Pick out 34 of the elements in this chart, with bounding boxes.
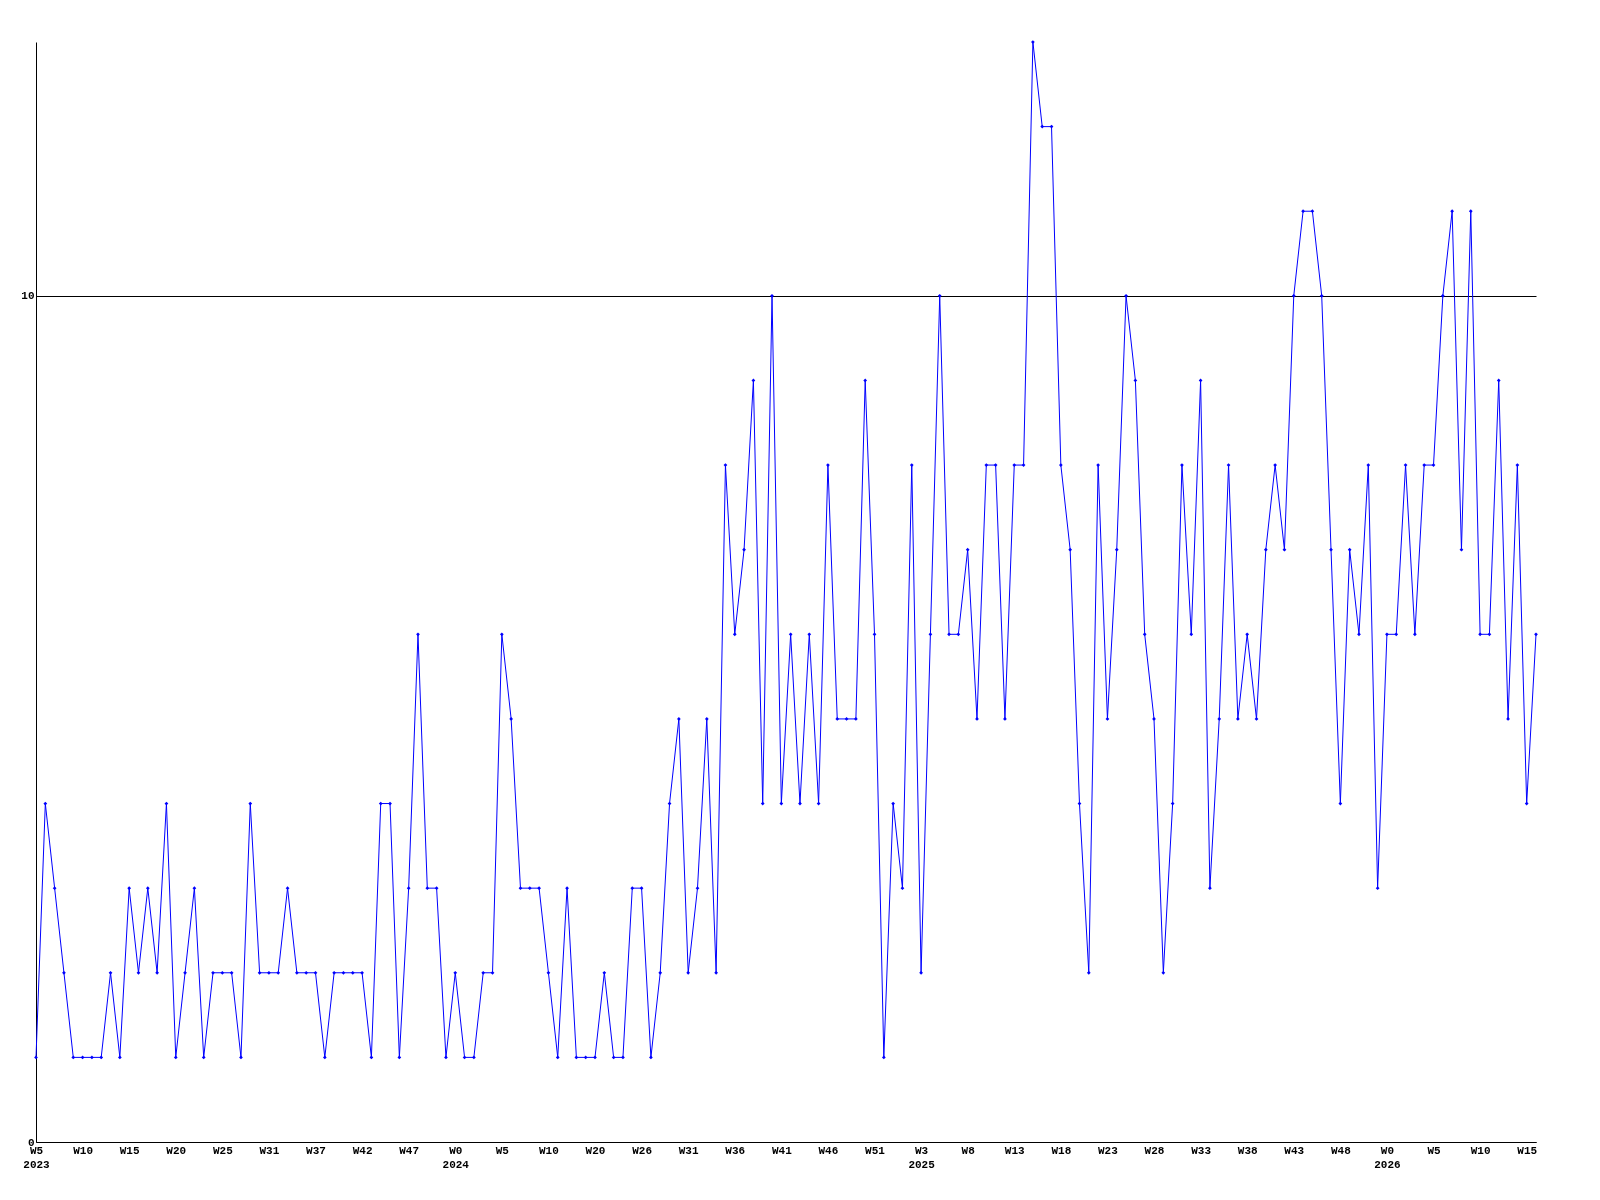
x-tick-label: W33 — [1191, 1144, 1212, 1157]
x-tick-label: W5 — [1427, 1144, 1442, 1157]
x-tick-label: W28 — [1144, 1144, 1165, 1157]
x-tick-label: W25 — [212, 1144, 234, 1157]
x-tick-label: W5 2023 — [23, 1144, 51, 1171]
x-tick-label: W10 — [539, 1144, 559, 1157]
x-tick-label: W15 — [119, 1144, 140, 1157]
y-tick-label: 10 — [21, 290, 35, 303]
x-tick-label: W15 — [1517, 1144, 1538, 1157]
x-tick-label: W37 — [306, 1144, 326, 1157]
x-tick-label: W5 — [495, 1144, 510, 1157]
x-tick-label: W31 — [678, 1144, 699, 1157]
x-tick-label: W20 — [166, 1144, 187, 1157]
x-tick-label: W0 2024 — [442, 1144, 470, 1171]
x-tick-label: W41 — [771, 1144, 793, 1157]
x-tick-label: W36 — [725, 1144, 746, 1157]
x-tick-label: W8 — [961, 1144, 976, 1157]
x-tick-label: W46 — [818, 1144, 839, 1157]
x-tick-label: W0 2026 — [1374, 1144, 1401, 1171]
x-tick-label: W51 — [865, 1144, 886, 1157]
x-tick-label: W42 — [352, 1144, 373, 1157]
x-tick-label: W43 — [1284, 1144, 1305, 1157]
x-tick-label: W38 — [1237, 1144, 1258, 1157]
x-tick-label: W31 — [259, 1144, 280, 1157]
x-tick-label: W23 — [1098, 1144, 1119, 1157]
x-tick-label: W10 — [73, 1144, 93, 1157]
x-tick-label: W10 — [1470, 1144, 1491, 1157]
x-tick-label: W47 — [399, 1144, 420, 1157]
x-tick-label: W3 2025 — [908, 1144, 936, 1171]
x-tick-label: W18 — [1051, 1144, 1072, 1157]
x-tick-label: W20 — [585, 1144, 606, 1157]
x-tick-label: W48 — [1330, 1144, 1352, 1157]
x-tick-label: W13 — [1004, 1144, 1026, 1157]
x-tick-label: W26 — [632, 1144, 652, 1157]
